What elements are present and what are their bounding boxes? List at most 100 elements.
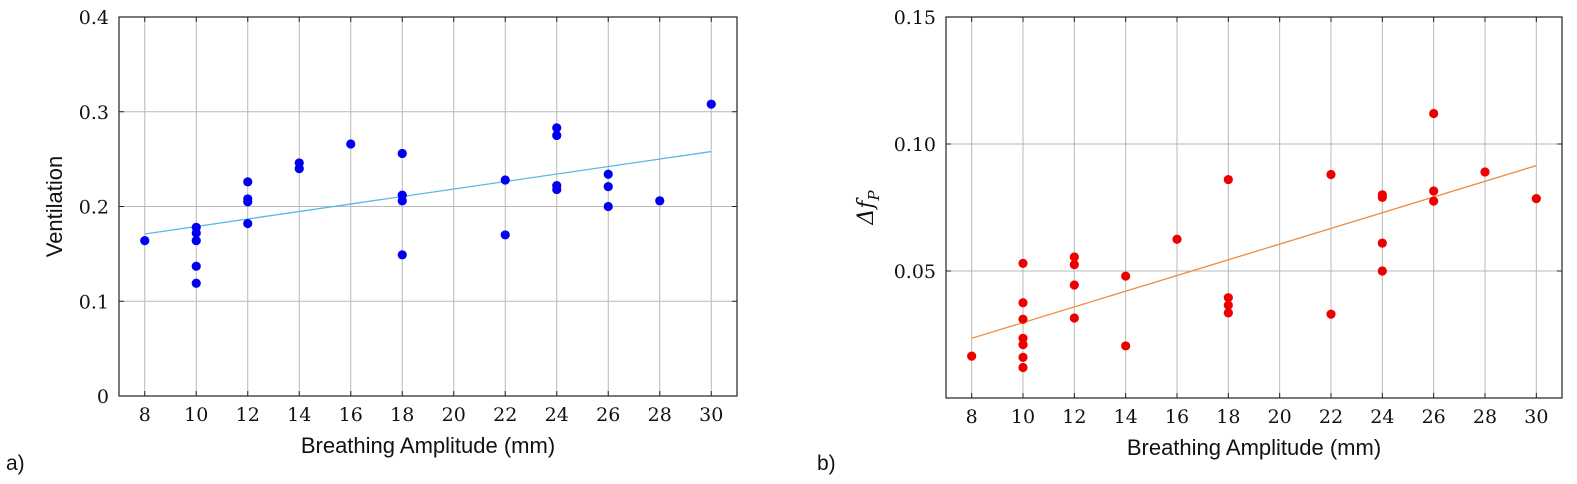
panel-b-points [967,108,1541,373]
panel-b-data-point [1480,167,1490,177]
panel-a-x-tick-label: 30 [699,404,723,426]
panel-a-x-axis-label: Breathing Amplitude (mm) [301,433,555,458]
panel-a-data-point [397,196,407,206]
panel-b-gridlines [946,16,1562,398]
panel-b-data-point [1018,258,1028,268]
panel-a-data-point [191,278,201,288]
panel-b-y-tick-label: 0.05 [894,261,936,283]
panel-a-x-tick-label: 24 [545,404,569,426]
panel-b-data-point [1121,341,1131,351]
panel-b-data-point [1172,234,1182,244]
panel-a-data-point [243,197,253,207]
panel-a-y-tick-label: 0.2 [79,197,109,219]
panel-b-data-point [1018,340,1028,350]
panel-b-x-tick-label: 8 [966,406,978,428]
panel-a-data-point [243,177,253,187]
panel-a-gridlines [119,16,737,397]
panel-b-data-point [1223,300,1233,310]
panel-b-data-point [1223,308,1233,318]
panel-a-data-point [603,182,613,192]
panel-b-x-tick-label: 12 [1062,406,1086,428]
panel-b-data-point [1018,314,1028,324]
panel-a-x-tick-label: 12 [236,404,260,426]
panel-b-delta-fp-chart: 8 10 12 14 16 18 20 22 24 26 28 30 0.05 0.10 0.15 Brea… [817,7,1563,475]
panel-b-data-point [1377,266,1387,276]
panel-b-data-point [1377,192,1387,202]
panel-b-x-tick-label: 22 [1319,406,1343,428]
panel-a-data-point [397,148,407,159]
panel-a-data-point [191,236,201,246]
panel-b-data-point [1018,362,1028,373]
panel-b-data-point [1069,260,1079,270]
panel-b-x-tick-label: 28 [1473,406,1497,428]
panel-b-data-point [1377,238,1387,248]
panel-b-x-tick-label: 24 [1370,406,1394,428]
panel-b-plot-frame [945,16,1563,399]
panel-a-data-point [552,184,562,195]
panel-b-x-tick-label: 26 [1422,406,1446,428]
panel-a-x-tick-label: 14 [287,404,311,426]
panel-b-data-point [1429,196,1439,206]
panel-a-data-point [397,250,407,260]
panel-a-tag: a) [6,452,25,475]
panel-a-data-point [552,123,562,133]
panel-a-x-tick-label: 28 [648,404,672,426]
panel-b-ticks: 8 10 12 14 16 18 20 22 24 26 28 30 0.05 0.10 0.15 [894,7,1562,428]
panel-a-data-point [191,261,201,271]
panel-a-data-point [346,139,356,149]
panel-b-data-point [1326,169,1336,180]
panel-b-y-axis-label: ΔfP [854,190,883,226]
panel-a-x-tick-label: 20 [442,404,466,426]
panel-b-fit-line [971,164,1537,339]
panel-b-data-point [1018,298,1028,308]
panel-a-data-point [243,218,253,229]
panel-b-x-tick-label: 30 [1524,406,1548,428]
panel-a-y-tick-label: 0.1 [79,291,109,313]
panel-a-data-point [500,175,510,185]
panel-a-points [140,99,716,288]
panel-b-y-tick-label: 0.10 [894,134,936,156]
panel-b-data-point [1429,108,1439,119]
panel-b-data-point [1069,280,1079,290]
panel-b-data-point [1069,252,1079,262]
panel-a-data-point [706,99,716,109]
panel-a-y-axis-label: Ventilation [42,156,67,258]
panel-b-x-axis-label: Breathing Amplitude (mm) [1127,435,1381,460]
panel-b-data-point [1223,293,1233,303]
panel-a-data-point [552,130,562,141]
panel-b-y-tick-label: 0.15 [894,7,936,29]
panel-b-x-tick-label: 16 [1165,406,1189,428]
panel-b-data-point [1531,194,1541,204]
panel-b-x-tick-label: 18 [1216,406,1240,428]
panel-a-data-point [655,196,665,206]
panel-b-data-point [1121,271,1131,281]
panel-b-data-point [1326,309,1336,319]
panel-a-x-tick-label: 18 [390,404,414,426]
panel-b-data-point [1223,174,1233,185]
panel-a-x-tick-label: 8 [139,404,151,426]
panel-a-fit-line [144,150,712,235]
panel-b-data-point [1018,333,1028,343]
panel-b-x-tick-label: 20 [1268,406,1292,428]
panel-b-data-point [1429,186,1439,196]
panel-b-y-axis-label-subscript: P [865,190,883,202]
panel-a-data-point [191,228,201,238]
panel-b-x-tick-label: 14 [1114,406,1138,428]
panel-a-x-tick-label: 26 [596,404,620,426]
panel-a-x-tick-label: 16 [339,404,363,426]
panel-b-x-tick-label: 10 [1011,406,1035,428]
panel-a-y-tick-label: 0.4 [79,7,109,29]
panel-a-x-tick-label: 22 [493,404,517,426]
panel-b-data-point [1069,313,1079,323]
panel-a-data-point [603,169,613,179]
panel-a-data-point [140,236,150,246]
panel-b-data-point [1018,352,1028,362]
panel-a-data-point [294,164,304,174]
panel-a-y-tick-label: 0.3 [79,102,109,124]
panel-a-ticks: 8 10 12 14 16 18 20 22 24 26 28 30 0 0.1 0.2 0.3 0.4 [79,7,737,426]
panel-b-y-axis-label-main: Δf [854,197,879,226]
panel-b-tag: b) [817,452,836,475]
panel-b-data-point [967,351,977,361]
panel-a-data-point [500,230,510,240]
